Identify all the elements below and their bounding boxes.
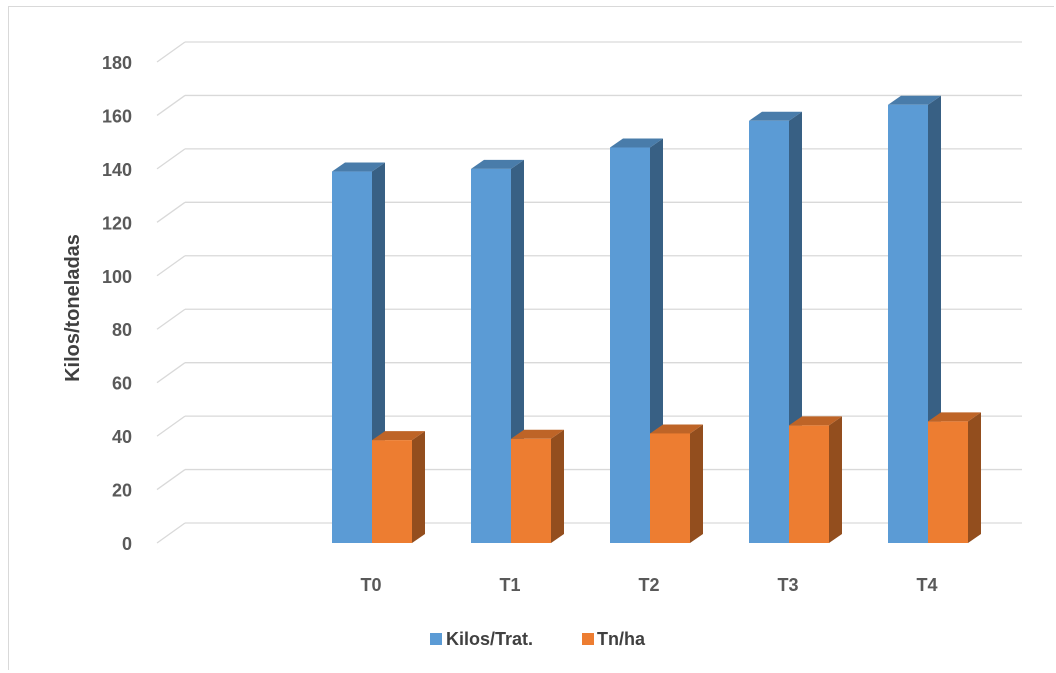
legend-label: Tn/ha	[597, 629, 646, 649]
y-tick-label: 80	[112, 320, 132, 340]
x-tick-label: T4	[916, 575, 937, 595]
y-tick-label: 0	[122, 534, 132, 554]
legend: Kilos/Trat. Tn/ha	[430, 629, 646, 649]
gridline	[156, 522, 186, 544]
bar-side	[551, 429, 564, 543]
bar-top	[888, 95, 941, 105]
bar-front	[888, 104, 928, 543]
gridline	[156, 201, 186, 223]
bar-top	[471, 159, 524, 169]
x-tick-label: T3	[777, 575, 798, 595]
bar-side	[829, 416, 842, 543]
bar-side	[690, 424, 703, 543]
gridlines	[156, 41, 1022, 544]
bar-top	[511, 429, 564, 439]
bar-front	[372, 440, 412, 543]
bar-side	[412, 431, 425, 543]
bar-side	[968, 412, 981, 543]
bar-tn-ha-t2	[650, 424, 703, 543]
y-tick-label: 180	[102, 53, 132, 73]
bar-top	[332, 162, 385, 172]
bar-front	[610, 147, 650, 543]
y-axis-ticks: 0 20 40 60 80 100 120 140 160 180	[102, 53, 132, 554]
legend-item: Kilos/Trat.	[430, 629, 533, 649]
bar-tn-ha-t4	[928, 412, 981, 543]
bar-top	[610, 138, 663, 148]
bars	[332, 95, 981, 544]
bar-top	[789, 416, 842, 426]
gridline	[156, 148, 186, 170]
y-tick-label: 60	[112, 374, 132, 394]
gridline	[156, 308, 186, 330]
x-tick-label: T0	[360, 575, 381, 595]
gridline	[156, 94, 186, 116]
bar-front	[928, 421, 968, 543]
y-tick-label: 100	[102, 267, 132, 287]
legend-label: Kilos/Trat.	[446, 629, 533, 649]
bar-top	[372, 431, 425, 441]
gridline	[156, 255, 186, 277]
x-axis-ticks: T0 T1 T2 T3 T4	[360, 575, 937, 595]
legend-swatch	[430, 633, 442, 645]
x-tick-label: T1	[499, 575, 520, 595]
bar-front	[789, 425, 829, 543]
bar-front	[332, 171, 372, 544]
gridline	[156, 469, 186, 491]
bar-front	[650, 433, 690, 543]
bar-tn-ha-t3	[789, 416, 842, 543]
chart-frame	[8, 6, 1054, 670]
gridline	[156, 362, 186, 384]
y-axis-title: Kilos/toneladas	[62, 234, 84, 382]
bar-top	[650, 424, 703, 434]
bar-tn-ha-t1	[511, 429, 564, 543]
gridline	[156, 41, 186, 63]
gridline	[156, 415, 186, 437]
bar-front	[511, 438, 551, 543]
bar-tn-ha-t0	[372, 431, 425, 543]
bar-front	[471, 168, 511, 543]
y-tick-label: 40	[112, 427, 132, 447]
bar-top	[749, 111, 802, 121]
y-tick-label: 20	[112, 481, 132, 501]
x-tick-label: T2	[638, 575, 659, 595]
legend-item: Tn/ha	[582, 629, 646, 649]
y-tick-label: 120	[102, 213, 132, 233]
y-tick-label: 140	[102, 160, 132, 180]
y-tick-label: 160	[102, 106, 132, 126]
bar-top	[928, 412, 981, 422]
bar-front	[749, 120, 789, 544]
legend-swatch	[582, 633, 594, 645]
